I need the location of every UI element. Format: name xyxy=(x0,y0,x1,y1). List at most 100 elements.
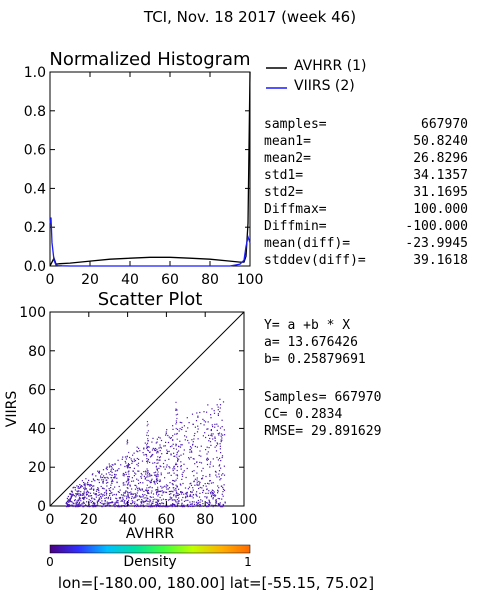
scatter-point xyxy=(203,424,205,426)
scatter-point xyxy=(134,484,136,486)
scatter-point xyxy=(76,493,78,495)
scatter-point xyxy=(83,489,86,491)
scatter-point xyxy=(164,506,167,508)
scatter-point xyxy=(192,497,194,499)
scatter-point xyxy=(182,505,184,508)
scatter-point xyxy=(175,484,177,486)
scatter-point xyxy=(98,499,100,502)
scatter-point xyxy=(79,504,81,506)
scatter-point xyxy=(172,487,174,489)
scatter-point xyxy=(113,504,115,506)
scatter-point xyxy=(66,505,68,508)
scatter-point xyxy=(219,479,221,481)
scatter-point xyxy=(93,492,95,494)
scatter-point xyxy=(156,468,158,470)
scatter-point xyxy=(142,506,144,508)
scatter-point xyxy=(109,474,111,476)
scatter-point xyxy=(175,420,177,422)
scatter-point xyxy=(136,488,139,490)
scatter-point xyxy=(83,502,85,504)
scatter-point xyxy=(209,503,211,505)
scatter-point xyxy=(183,449,185,451)
scatter-axes: 0 20 40 60 80 100 0 20 40 60 80 100 xyxy=(19,305,257,528)
scatter-point xyxy=(219,445,221,447)
scatter-point xyxy=(202,490,205,492)
scatter-point xyxy=(207,505,209,507)
scatter-point xyxy=(110,477,113,479)
legend-avhrr-label: AVHRR (1) xyxy=(294,58,367,74)
scatter-point xyxy=(161,502,163,504)
scatter-point xyxy=(147,458,150,460)
scatter-point xyxy=(185,493,187,495)
scatter-point xyxy=(142,504,144,506)
scatter-point xyxy=(219,457,221,459)
scatter-point xyxy=(214,423,216,425)
scatter-xtick-label: 80 xyxy=(196,512,214,528)
scatter-point xyxy=(116,481,118,483)
scatter-point xyxy=(182,471,184,473)
scatter-point xyxy=(192,494,195,496)
scatter-point xyxy=(210,482,213,484)
scatter-point xyxy=(124,456,127,458)
scatter-point xyxy=(199,486,201,489)
scatter-point xyxy=(151,454,153,456)
scatter-point xyxy=(176,421,178,424)
scatter-point xyxy=(184,439,186,441)
scatter-point xyxy=(179,505,181,507)
scatter-point xyxy=(196,505,199,507)
scatter-points xyxy=(65,398,226,508)
scatter-point xyxy=(148,473,151,475)
scatter-point xyxy=(175,479,177,481)
scatter-point xyxy=(157,456,159,458)
scatter-point xyxy=(100,493,102,495)
scatter-point xyxy=(99,498,101,500)
scatter-point xyxy=(100,475,102,477)
scatter-point xyxy=(177,460,179,462)
scatter-point xyxy=(191,501,193,503)
scatter-point xyxy=(127,467,129,469)
scatter-point xyxy=(155,447,157,450)
scatter-point xyxy=(71,495,73,497)
scatter-point xyxy=(140,504,142,506)
scatter-point xyxy=(175,501,177,503)
scatter-point xyxy=(177,501,179,503)
scatter-point xyxy=(138,470,140,472)
scatter-point xyxy=(92,506,94,508)
scatter-point xyxy=(127,465,129,467)
scatter-point xyxy=(86,483,88,485)
scatter-point xyxy=(140,505,142,507)
scatter-point xyxy=(174,455,176,457)
scatter-point xyxy=(216,429,218,431)
scatter-point xyxy=(211,504,213,506)
scatter-point xyxy=(68,500,70,502)
scatter-point xyxy=(219,504,221,506)
scatter-point xyxy=(126,465,128,467)
scatter-point xyxy=(214,426,216,428)
scatter-point xyxy=(89,505,91,507)
scatter-point xyxy=(133,497,135,499)
colorbar-max: 1 xyxy=(244,555,252,569)
scatter-point xyxy=(217,443,219,445)
scatter-point xyxy=(146,503,148,505)
scatter-point xyxy=(168,490,170,493)
scatter-point xyxy=(102,481,104,483)
scatter-point xyxy=(222,503,224,506)
scatter-point xyxy=(123,482,125,484)
scatter-point xyxy=(186,467,188,470)
scatter-point xyxy=(121,504,123,507)
scatter-point xyxy=(189,451,191,453)
scatter-point xyxy=(219,411,221,413)
scatter-point xyxy=(138,505,140,507)
scatter-point xyxy=(175,490,177,492)
scatter-point xyxy=(128,501,129,503)
scatter-point xyxy=(132,480,135,482)
scatter-point xyxy=(76,493,78,495)
scatter-point xyxy=(166,452,168,454)
scatter-point xyxy=(142,500,144,502)
hist-xtick-label: 100 xyxy=(237,272,264,288)
scatter-point xyxy=(206,488,208,490)
scatter-point xyxy=(212,493,214,495)
scatter-point xyxy=(209,437,211,440)
scatter-point xyxy=(172,435,174,437)
scatter-point xyxy=(135,494,137,496)
